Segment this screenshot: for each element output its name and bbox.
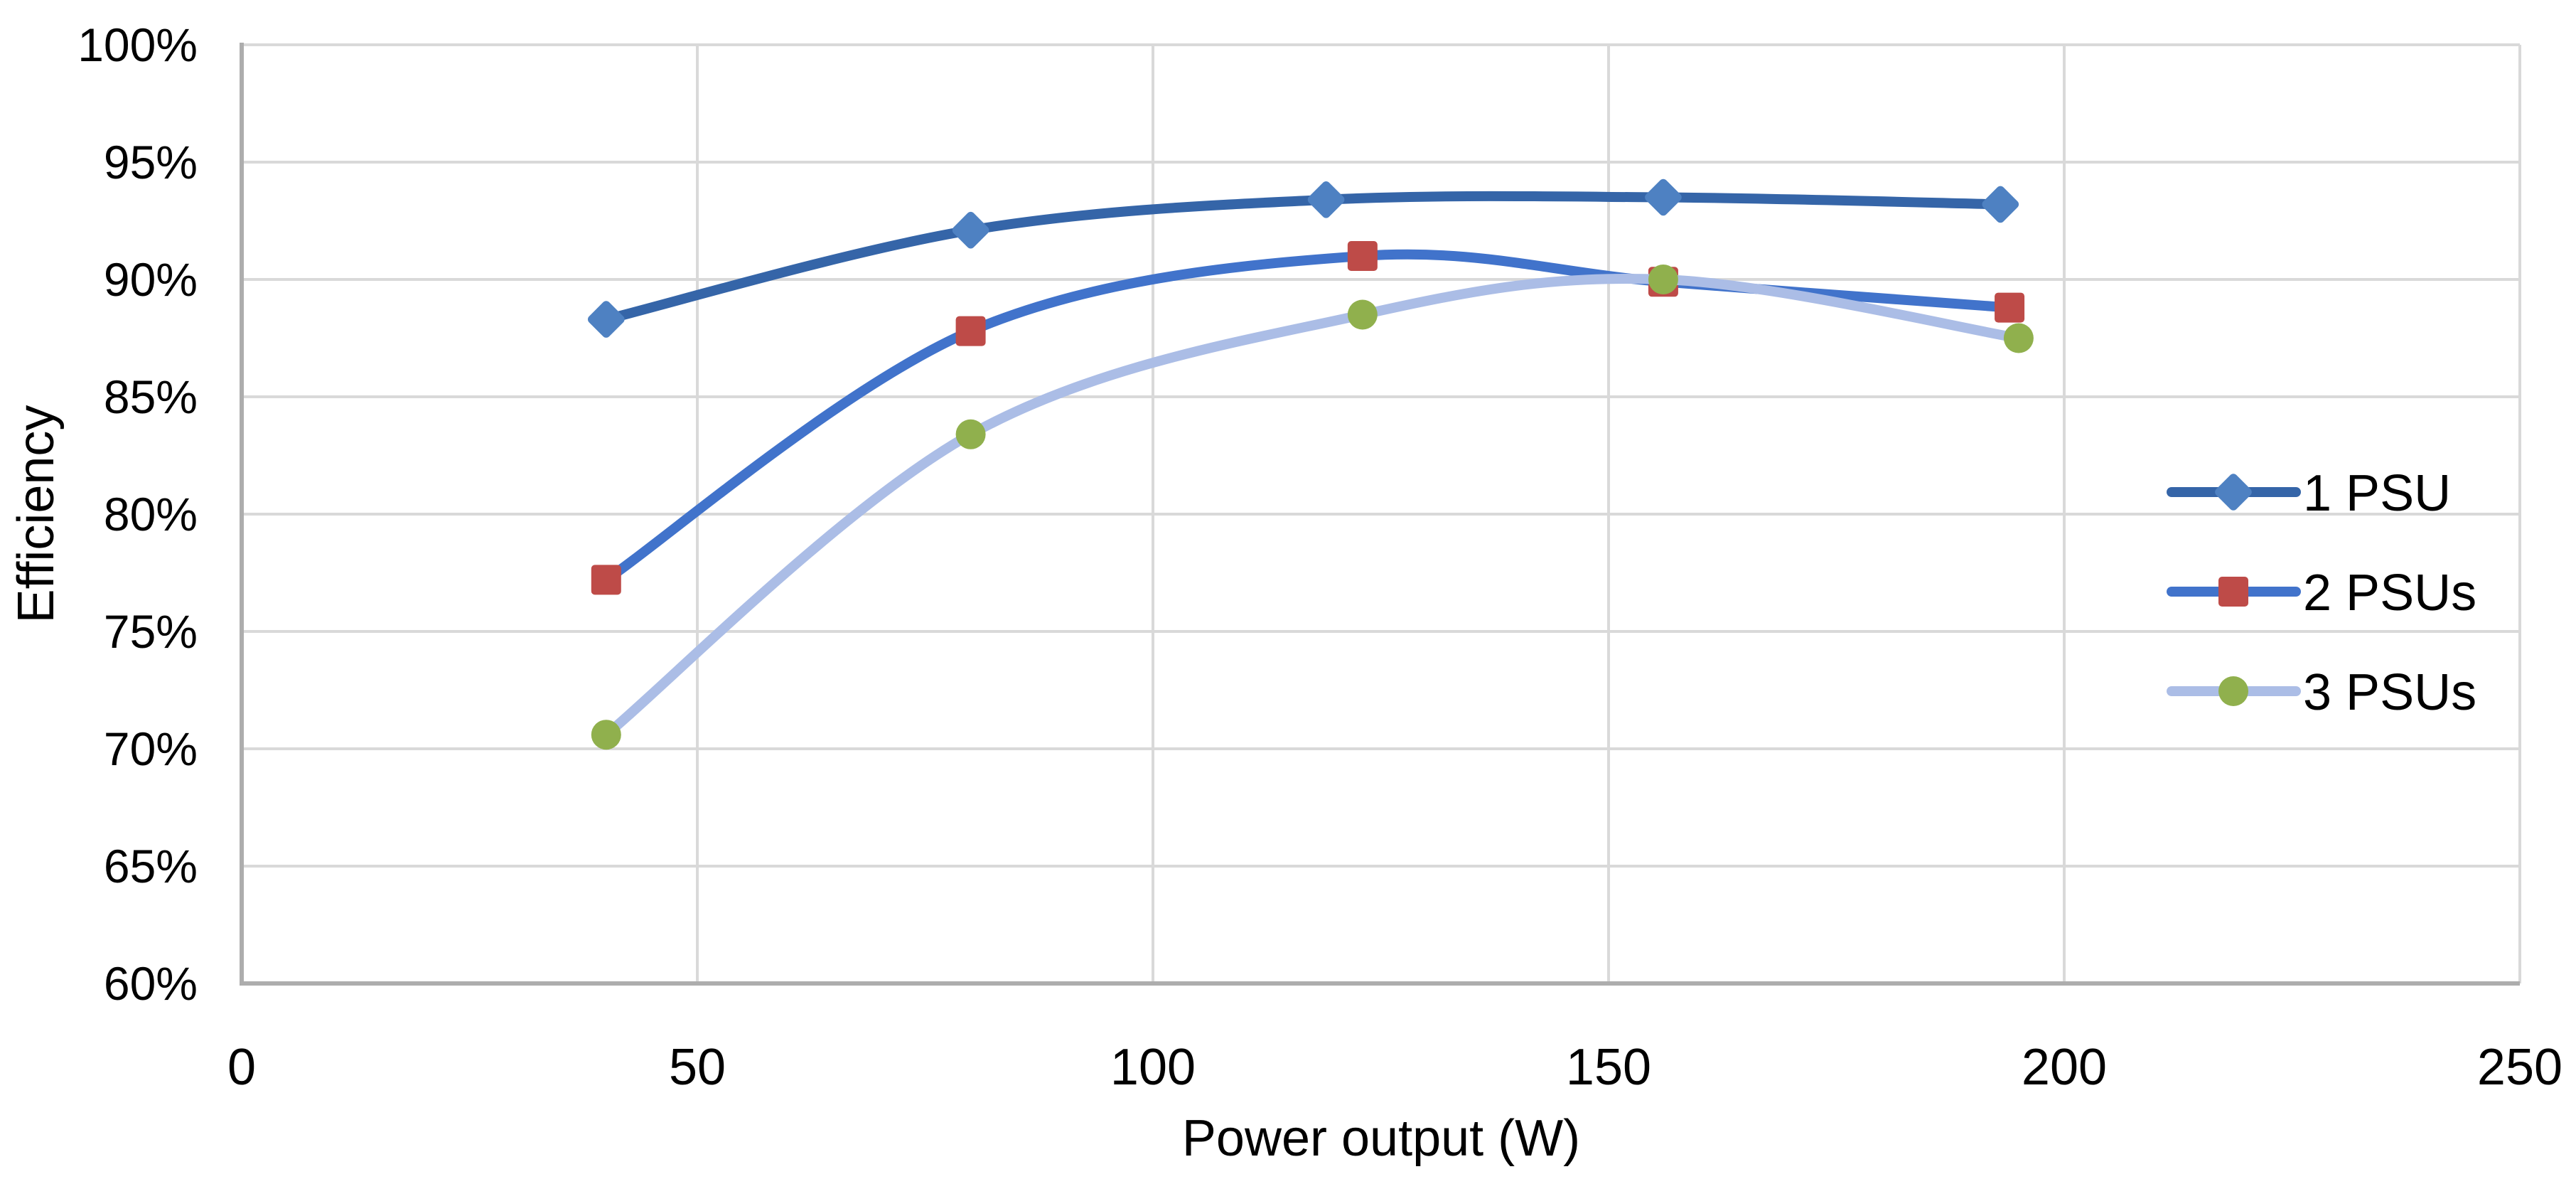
circle-marker: [1347, 299, 1378, 330]
circle-marker: [955, 419, 986, 449]
y-tick-label: 65%: [104, 840, 198, 892]
legend: 1 PSU 2 PSUs 3 PSUs: [2167, 465, 2476, 721]
legend-item-3-psus: 3 PSUs: [2167, 664, 2476, 721]
diamond-marker: [1982, 186, 2019, 223]
y-tick-label: 95%: [104, 136, 198, 188]
series-line: [601, 249, 2015, 585]
legend-item-1-psu: 1 PSU: [2167, 465, 2451, 522]
x-tick-label: 0: [227, 1039, 256, 1096]
series-1-psu: [588, 178, 2019, 338]
x-axis-tick-labels: 0 50 100 150 200 250: [227, 1039, 2562, 1096]
circle-marker: [2218, 676, 2248, 706]
y-axis-tick-labels: 100% 95% 90% 85% 80% 75% 70% 65% 60%: [77, 18, 198, 1010]
square-marker: [2218, 577, 2248, 607]
square-marker: [955, 316, 986, 346]
y-tick-label: 80%: [104, 488, 198, 540]
diamond-marker: [2215, 474, 2252, 511]
y-tick-label: 60%: [104, 957, 198, 1010]
y-tick-label: 75%: [104, 605, 198, 658]
x-tick-label: 250: [2477, 1039, 2562, 1096]
legend-label: 2 PSUs: [2303, 565, 2476, 621]
gridlines: [242, 43, 2521, 983]
axis-lines: [240, 43, 2520, 986]
circle-marker: [1648, 265, 1678, 294]
diamond-marker: [952, 211, 989, 249]
x-axis-title: Power output (W): [1182, 1110, 1580, 1167]
y-tick-label: 100%: [77, 18, 198, 71]
legend-label: 1 PSU: [2303, 465, 2451, 522]
y-axis-title: Efficiency: [8, 405, 65, 624]
x-tick-label: 200: [2022, 1039, 2107, 1096]
diamond-marker: [1307, 181, 1345, 218]
legend-label: 3 PSUs: [2303, 664, 2476, 721]
circle-marker: [2003, 323, 2034, 353]
y-tick-label: 70%: [104, 722, 198, 775]
x-tick-label: 100: [1110, 1039, 1196, 1096]
square-marker: [1347, 241, 1378, 271]
circle-marker: [591, 720, 621, 750]
y-tick-label: 90%: [104, 253, 198, 306]
diamond-marker: [588, 301, 625, 338]
series-3-psus: [591, 265, 2034, 750]
x-tick-label: 50: [669, 1039, 726, 1096]
square-marker: [1995, 292, 2025, 323]
diamond-marker: [1645, 178, 1682, 216]
x-tick-label: 150: [1566, 1039, 1651, 1096]
series-line: [601, 274, 2024, 740]
y-tick-label: 85%: [104, 370, 198, 423]
square-marker: [591, 565, 621, 595]
series-lines: [588, 178, 2034, 750]
legend-item-2-psus: 2 PSUs: [2167, 565, 2476, 621]
